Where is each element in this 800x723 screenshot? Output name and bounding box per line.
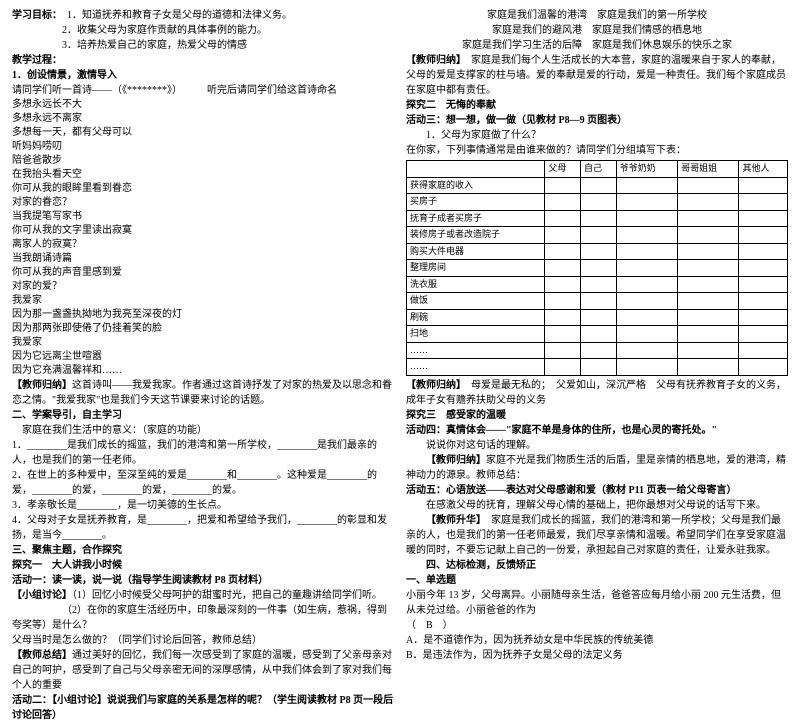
right-column: 家庭是我们温馨的港湾 家庭是我们的第一所学校 家庭是我们的避风港 家庭是我们情感… (400, 8, 794, 557)
section-4-title: 四、达标检测，反馈矫正 (406, 558, 788, 573)
guide-title-2: 【教师归纳】 (406, 55, 461, 66)
guide-title-4: 【教师归纳】 (426, 455, 486, 466)
activity-2: 活动二：【小组讨论】说说我们与家庭的关系是怎样的呢？（学生阅读教材 P8 页一段… (12, 693, 394, 723)
top-line-1: 家庭是我们温馨的港湾 家庭是我们的第一所学校 (406, 8, 788, 23)
guide-title-5: 【教师升华】 (426, 515, 481, 526)
sum-title: 【教师总结】 (12, 650, 72, 661)
table-header-row: 父母自己爷爷奶奶哥哥姐姐其他人 (407, 161, 788, 178)
topic-2: 探究二 无悔的奉献 (406, 98, 788, 113)
obj-3: 3．培养热爱自己的家庭，热爱父母的情感 (12, 38, 394, 53)
chores-table: 父母自己爷爷奶奶哥哥姐姐其他人 获得家庭的收入买房子抚育子成者买房子装修房子或者… (406, 160, 788, 376)
topic-1: 探究一 大人讲我小时候 (12, 558, 394, 573)
a4-q: 说说你对这句话的理解。 (406, 438, 788, 453)
section-1-line: 请同学们听一首诗——（《********》） 听完后请同学们给这首诗命名 (12, 83, 394, 98)
guide-text-2: 家庭是我们每个人生活成长的大本营，家庭的温暖来自于家人的奉献，父母的爱是支撑家的… (406, 55, 786, 96)
poem-block: 多想永远长不大多想永远不离家多想每一天，都有父母可以听妈妈唠叨陪爸爸散步在我抬头… (12, 98, 394, 378)
activity-5: 活动五：心语放送——表达对父母感谢和爱（教材 P11 页表一给父母寄言） (406, 483, 788, 498)
answer: （ B ） (406, 618, 788, 633)
obj-1: 1．知道抚养和教育子女是父母的道德和法律义务。 (67, 10, 292, 21)
obj-2: 2．收集父母为家庭作贡献的具体事例的能力。 (12, 23, 394, 38)
s2-line-2: 2．在世上的多种爱中，至深至纯的爱是________和________。这种爱是… (12, 468, 394, 498)
select-title: 一、单选题 (406, 573, 788, 588)
activity-4: 活动四：真情体会——"家庭不单是身体的住所，也是心灵的寄托处。" (406, 423, 788, 438)
guide-title-3: 【教师归纳】 (406, 380, 461, 391)
guide-title-1: 【教师归纳】 (12, 380, 72, 391)
top-line-2: 家庭是我们的避风港 家庭是我们情感的栖息地 (406, 23, 788, 38)
option-b: B．是违法作为，因为抚养子女是父母的法定义务 (406, 648, 788, 663)
d1c: 父母当时是怎么做的？（同学们讨论后回答，教师总结） (12, 633, 394, 648)
top-line-3: 家庭是我们学习生活的后障 家庭是我们休息娱乐的快乐之家 (406, 38, 788, 53)
discuss-title-1: 【小组讨论】 (12, 590, 72, 601)
process-title: 教学过程： (12, 53, 394, 68)
section-2-title: 二、学案导引，自主学习 (12, 408, 394, 423)
table-body: 获得家庭的收入买房子抚育子成者买房子装修房子或者改造院子购买大件电器整理房间洗衣… (407, 177, 788, 375)
s2-line-4: 4．父母对子女是抚养教育，是________，把爱和希望给予我们，_______… (12, 513, 394, 543)
activity-3: 活动三：想一想，做一做（见教材 P8—9 页图表） (406, 113, 788, 128)
d1a: （1）回忆小时候受父母呵护的甜蜜时光，把自己的童趣讲给同学们听。 (72, 590, 382, 601)
section-1-title: 1．创设情景，激情导入 (12, 68, 394, 83)
question: 小丽今年 13 岁，父母离异。小丽随母亲生活，爸爸答应每月给小丽 200 元生活… (406, 588, 788, 618)
left-column: 学习目标： 1．知道抚养和教育子女是父母的道德和法律义务。 2．收集父母为家庭作… (6, 8, 400, 557)
q2: 在你家，下列事情通常是由谁来做的？请同学们分组填写下表： (406, 143, 788, 158)
activity-1: 活动一：读一读，说一说（指导学生阅读教材 P8 页材料） (12, 573, 394, 588)
d1b: （2）在你的家庭生活经历中，印象最深刻的一件事（如生病，惹祸，得到夸奖等）是什么… (12, 603, 394, 633)
a5-text: 在感激父母的抚育，理解父母心情的基础上，把你最想对父母说的话写下来。 (406, 498, 788, 513)
section-3-title: 三、聚焦主题，合作探究 (12, 543, 394, 558)
topic-3: 探究三 感受家的温暖 (406, 408, 788, 423)
option-a: A．是不道德作为，因为抚养幼女是中华民族的传统美德 (406, 633, 788, 648)
s2-line-1: 1．________是我们成长的摇篮，我们的港湾和第一所学校，________是… (12, 438, 394, 468)
objectives-title: 学习目标： (12, 10, 57, 21)
s2-line-3: 3．孝亲敬长是________，是一切美德的生长点。 (12, 498, 394, 513)
q1: 1．父母为家庭做了什么？ (406, 128, 788, 143)
section-2-sub: 家庭在我们生活中的意义：（家庭的功能） (12, 423, 394, 438)
guide-text-3: 母爱是最无私的； 父爱如山，深沉严格 父母有抚养教育子女的义务，成年子女有赡养扶… (406, 380, 786, 406)
